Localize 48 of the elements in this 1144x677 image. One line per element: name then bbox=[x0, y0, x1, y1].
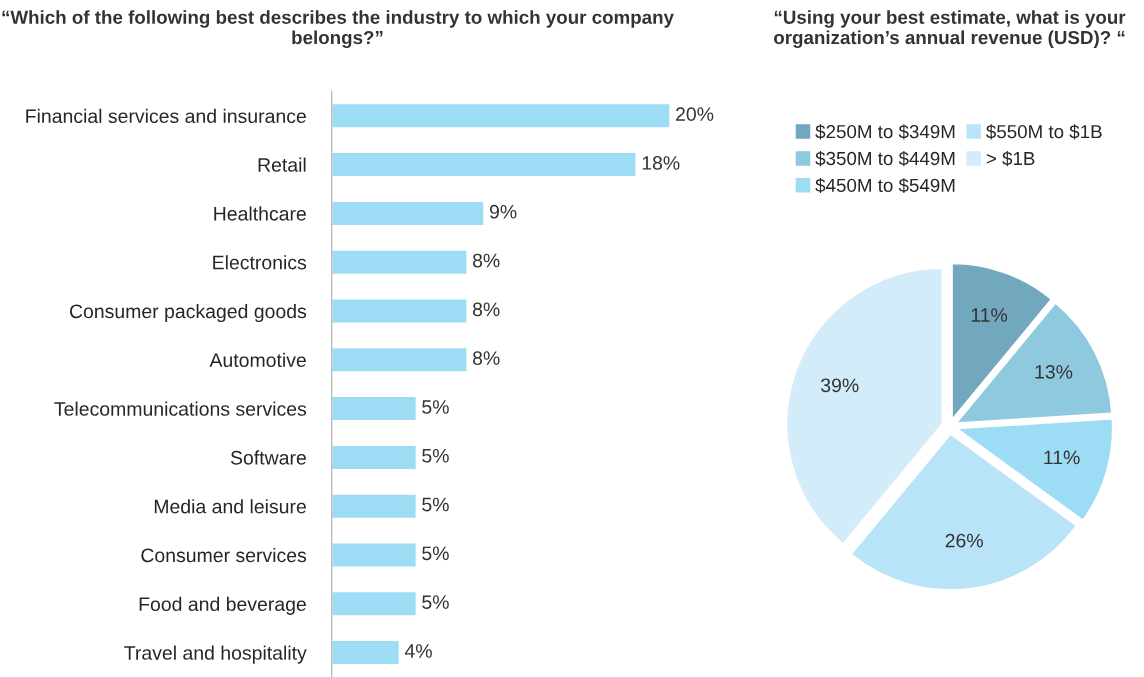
y-tick-label: Electronics bbox=[213, 255, 307, 270]
y-tick-label: Retail bbox=[258, 157, 306, 172]
bar bbox=[331, 102, 671, 129]
legend-label: $450M to $549M bbox=[815, 177, 955, 194]
legend-label: $250M to $349M bbox=[815, 124, 955, 140]
bar bbox=[331, 590, 418, 617]
data-label: 8% bbox=[472, 351, 500, 366]
y-tick-label: Telecommunications services bbox=[54, 401, 307, 416]
legend-label: > $1B bbox=[986, 151, 1035, 167]
data-label: 13% bbox=[1035, 364, 1073, 379]
bar bbox=[331, 151, 637, 178]
y-tick-label: Automotive bbox=[209, 352, 306, 368]
data-label: 20% bbox=[676, 107, 714, 122]
legend-label: $350M to $449M bbox=[815, 151, 955, 167]
y-tick-label: Consumer packaged goods bbox=[69, 303, 307, 323]
bar bbox=[331, 298, 468, 324]
y-tick-label: Media and leisure bbox=[154, 499, 306, 514]
legend-label: $550M to $1B bbox=[986, 124, 1102, 140]
y-tick-label: Software bbox=[230, 450, 306, 465]
data-label: 5% bbox=[422, 546, 449, 561]
data-label: 8% bbox=[472, 253, 500, 268]
bar bbox=[331, 444, 418, 471]
bar bbox=[331, 249, 468, 276]
data-label: 5% bbox=[422, 448, 449, 463]
data-label: 4% bbox=[404, 644, 432, 658]
y-tick-label: Food and beverage bbox=[139, 596, 306, 615]
data-label: 5% bbox=[422, 595, 449, 610]
y-tick-label: Travel and hospitality bbox=[124, 645, 307, 664]
y-tick-label: Financial services and insurance bbox=[26, 108, 306, 124]
chart-title: “Which of the following best describes the industry to which your company belongs?” bbox=[2, 10, 674, 48]
bar bbox=[331, 200, 485, 227]
data-label: 5% bbox=[422, 497, 449, 512]
data-label: 18% bbox=[642, 156, 680, 170]
y-tick-label: Consumer services bbox=[141, 547, 307, 563]
data-label: 9% bbox=[489, 204, 517, 219]
bar bbox=[331, 639, 401, 666]
data-label: 26% bbox=[945, 533, 983, 548]
bar bbox=[331, 346, 468, 373]
bar bbox=[331, 395, 418, 422]
y-tick-label: Healthcare bbox=[214, 206, 306, 221]
data-label: 5% bbox=[422, 400, 449, 414]
data-label: 8% bbox=[472, 302, 500, 317]
bar bbox=[331, 542, 418, 568]
data-label: 11% bbox=[1044, 450, 1080, 465]
data-label: 11% bbox=[971, 308, 1008, 322]
chart-title: “Using your best estimate, what is your organization’s annual revenue (USD)? “ bbox=[774, 10, 1126, 48]
data-label: 39% bbox=[821, 378, 859, 393]
bar bbox=[331, 493, 418, 520]
